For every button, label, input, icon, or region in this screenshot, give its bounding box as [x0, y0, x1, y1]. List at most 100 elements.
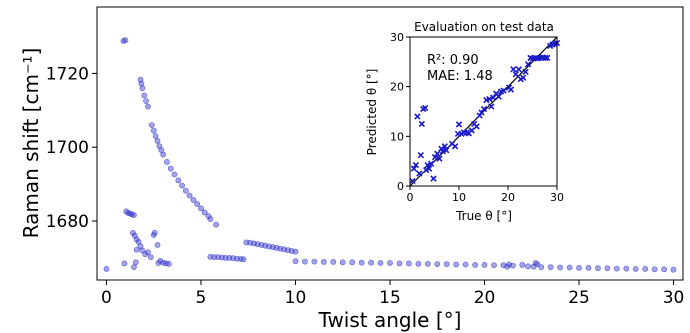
main-x-tick-label: 10	[285, 288, 307, 308]
main-data-point	[585, 264, 592, 271]
main-data-point	[632, 265, 639, 272]
inset-data-point	[468, 127, 475, 134]
inset-x-tick-label: 20	[501, 191, 515, 204]
main-data-point	[154, 242, 161, 248]
main-data-point	[198, 205, 204, 212]
main-x-tick-label: 15	[379, 288, 401, 308]
main-data-point	[171, 171, 178, 178]
main-data-point	[190, 196, 197, 203]
main-data-point	[472, 261, 478, 268]
inset-data-point	[512, 71, 519, 78]
main-x-ticks: 0 5 10 15 20 25 30	[101, 280, 684, 308]
main-data-point	[424, 260, 431, 267]
inset-data-point	[443, 147, 450, 154]
inset-data-point	[424, 161, 431, 169]
main-data-point	[510, 262, 516, 269]
main-data-point	[525, 263, 531, 270]
inset-data-point	[414, 113, 421, 120]
main-data-point	[491, 262, 497, 269]
main-data-point	[155, 260, 162, 266]
inset-y-tick-label: 10	[390, 130, 404, 143]
inset-data-point	[418, 120, 425, 128]
main-data-point	[377, 260, 384, 266]
inset-data-point	[510, 66, 517, 73]
inset-data-point	[515, 66, 522, 73]
main-data-point	[661, 266, 667, 273]
main-data-point	[143, 98, 149, 104]
main-data-point	[434, 261, 441, 267]
main-data-point	[504, 263, 511, 270]
inset-data-point	[495, 93, 502, 100]
main-data-point	[604, 265, 611, 272]
main-data-point	[179, 182, 185, 189]
main-data-point	[642, 265, 649, 272]
main-data-point	[157, 257, 164, 264]
main-data-point	[538, 264, 545, 270]
inset-data-point	[412, 161, 420, 169]
inset-data-point	[425, 165, 433, 172]
main-data-point	[623, 265, 630, 272]
main-data-point	[566, 264, 573, 271]
inset-x-tick-label: 10	[452, 191, 466, 204]
main-data-point	[443, 261, 450, 267]
main-data-points	[103, 37, 677, 273]
main-data-point	[205, 213, 212, 220]
main-data-point	[595, 265, 601, 272]
main-data-point	[396, 260, 403, 267]
inset-x-ticks: 0 10 20 30	[407, 186, 564, 204]
inset-data-point	[417, 152, 424, 159]
main-plot-frame	[96, 6, 684, 281]
main-data-point	[138, 80, 145, 87]
main-x-tick-label: 5	[196, 288, 207, 308]
main-data-point	[133, 246, 140, 253]
main-y-tick-label: 1680	[46, 212, 89, 232]
inset-data-point	[436, 155, 443, 162]
main-data-point	[152, 133, 159, 139]
inset-data-point	[507, 86, 515, 93]
inset-data-point	[434, 150, 441, 157]
main-data-point	[145, 103, 151, 110]
inset-title: Evaluation on test data	[414, 20, 554, 34]
main-data-point	[213, 221, 219, 228]
main-data-point	[320, 258, 327, 265]
inset-x-tick-label: 30	[550, 191, 564, 204]
inset-annotation-mae: MAE: 1.48	[427, 69, 493, 84]
inset-data-point	[441, 143, 448, 150]
main-data-point	[121, 260, 128, 267]
main-data-point	[154, 137, 161, 144]
main-data-point	[415, 260, 422, 267]
main-x-tick-label: 20	[474, 288, 496, 308]
main-data-point	[453, 261, 460, 268]
main-x-tick-label: 0	[101, 288, 112, 308]
main-y-axis-label: Raman shift [cm⁻¹]	[19, 48, 43, 239]
inset-annotation-r2: R²: 0.90	[427, 53, 479, 68]
main-x-axis-label: Twist angle [°]	[318, 308, 462, 332]
inset-data-point	[409, 177, 416, 185]
main-y-tick-label: 1700	[46, 138, 89, 158]
main-data-point	[194, 201, 201, 207]
inset-data-point	[416, 170, 423, 177]
main-x-tick-label: 30	[663, 288, 685, 308]
main-data-point	[182, 187, 189, 194]
main-data-point	[481, 261, 488, 268]
main-data-point	[163, 158, 170, 165]
main-data-point	[132, 259, 139, 266]
main-data-point	[141, 92, 148, 99]
main-data-point	[387, 260, 393, 266]
main-data-point	[165, 260, 172, 267]
inset-data-point	[520, 74, 527, 81]
main-data-point	[339, 259, 346, 266]
main-data-point	[651, 266, 658, 273]
inset-plot-frame	[409, 36, 558, 187]
main-data-point	[167, 165, 174, 172]
main-data-point	[150, 127, 157, 134]
main-data-point	[151, 229, 158, 236]
inset-data-point	[500, 87, 507, 94]
inset-data-point	[455, 121, 463, 128]
inset-data-point	[480, 105, 488, 113]
inset-data-point	[473, 123, 480, 130]
main-data-point	[358, 259, 365, 266]
inset-data-point	[544, 54, 551, 62]
main-data-point	[145, 249, 151, 256]
